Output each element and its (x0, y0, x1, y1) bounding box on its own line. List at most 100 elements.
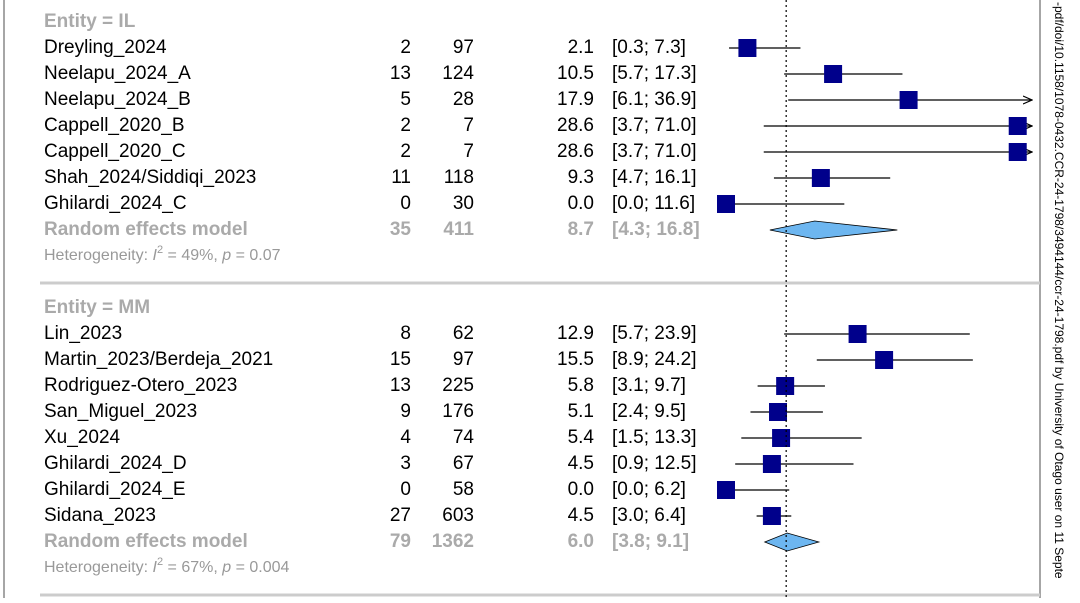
estimate: 5.4 (568, 427, 595, 448)
total: 97 (453, 37, 474, 58)
estimate: 15.5 (557, 349, 594, 370)
heterogeneity-part: Heterogeneity: (44, 559, 153, 576)
study-name: Xu_2024 (44, 427, 121, 448)
point-square (762, 507, 781, 525)
point-square (769, 403, 788, 421)
total: 97 (453, 349, 474, 370)
study-name: Cappell_2020_C (44, 141, 186, 162)
pooled-label: Random effects model (44, 531, 248, 552)
point-square (717, 481, 735, 499)
heterogeneity-part: 2 (157, 556, 163, 568)
pooled-ci: [4.3; 16.8] (612, 219, 700, 240)
ci-label: [3.7; 71.0] (612, 141, 697, 162)
pooled-estimate: 6.0 (568, 531, 594, 552)
events: 2 (400, 141, 411, 162)
pooled-estimate: 8.7 (568, 219, 594, 240)
heterogeneity-part: = 0.004 (231, 559, 289, 576)
ci-label: [3.0; 6.4] (612, 505, 686, 526)
heterogeneity-part: Heterogeneity: (44, 247, 153, 264)
ci-label: [0.3; 7.3] (612, 37, 686, 58)
estimate: 0.0 (568, 193, 594, 214)
point-square (899, 91, 918, 109)
ci-label: [2.4; 9.5] (612, 401, 686, 422)
estimate: 5.1 (568, 401, 594, 422)
study-name: Neelapu_2024_B (44, 89, 191, 110)
ci-label: [8.9; 24.2] (612, 349, 697, 370)
ci-label: [0.9; 12.5] (612, 453, 697, 474)
pooled-total: 1362 (432, 531, 474, 552)
heterogeneity-part: 2 (157, 244, 163, 256)
ci-label: [5.7; 23.9] (612, 323, 697, 344)
heterogeneity-part: p (221, 247, 231, 264)
study-name: San_Miguel_2023 (44, 401, 197, 422)
heterogeneity: Heterogeneity: I2 = 67%, p = 0.004 (44, 556, 290, 576)
total: 67 (453, 453, 474, 474)
events: 5 (400, 89, 411, 110)
heterogeneity-part: = 0.07 (231, 247, 280, 264)
events: 11 (391, 167, 411, 188)
point-square (875, 351, 894, 369)
events: 4 (400, 427, 411, 448)
point-square (848, 325, 867, 343)
study-name: Neelapu_2024_A (44, 63, 191, 84)
events: 0 (400, 193, 411, 214)
pooled-total: 411 (443, 219, 474, 240)
events: 9 (400, 401, 411, 422)
heterogeneity: Heterogeneity: I2 = 49%, p = 0.07 (44, 244, 281, 264)
events: 8 (400, 323, 411, 344)
point-square (811, 169, 830, 187)
events: 2 (400, 37, 411, 58)
heterogeneity-part: I (153, 247, 158, 264)
ci-label: [3.7; 71.0] (612, 115, 697, 136)
point-square (738, 39, 757, 57)
pooled-label: Random effects model (44, 219, 248, 240)
study-name: Shah_2024/Siddiqi_2023 (44, 167, 256, 188)
estimate: 28.6 (557, 141, 594, 162)
total: 225 (442, 375, 474, 396)
events: 13 (390, 63, 411, 84)
pooled-ci: [3.8; 9.1] (612, 531, 689, 552)
study-name: Lin_2023 (44, 323, 122, 344)
point-square (1008, 117, 1027, 135)
total: 30 (453, 193, 474, 214)
heterogeneity-part: = 67%, (163, 559, 222, 576)
estimate: 4.5 (568, 505, 594, 526)
heterogeneity-part: I (153, 559, 158, 576)
study-name: Dreyling_2024 (44, 37, 167, 58)
events: 13 (390, 375, 411, 396)
estimate: 28.6 (557, 115, 594, 136)
point-square (772, 429, 791, 447)
estimate: 10.5 (557, 63, 594, 84)
ci-label: [0.0; 6.2] (612, 479, 686, 500)
study-name: Martin_2023/Berdeja_2021 (44, 349, 273, 370)
estimate: 17.9 (557, 89, 594, 110)
total: 124 (442, 63, 474, 84)
group-title: Entity = IL (44, 11, 136, 32)
pooled-events: 79 (390, 531, 411, 552)
heterogeneity-part: p (221, 559, 231, 576)
study-name: Rodriguez-Otero_2023 (44, 375, 237, 396)
events: 15 (390, 349, 411, 370)
ci-label: [0.0; 11.6] (612, 193, 695, 214)
estimate: 5.8 (568, 375, 594, 396)
ci-label: [1.5; 13.3] (612, 427, 697, 448)
events: 2 (400, 115, 411, 136)
ci-label: [3.1; 9.7] (612, 375, 686, 396)
estimate: 12.9 (557, 323, 594, 344)
total: 74 (453, 427, 475, 448)
total: 118 (444, 167, 474, 188)
total: 28 (453, 89, 474, 110)
estimate: 0.0 (568, 479, 594, 500)
total: 62 (453, 323, 474, 344)
estimate: 2.1 (568, 37, 594, 58)
point-square (776, 377, 795, 395)
point-square (762, 455, 781, 473)
group-title: Entity = MM (44, 297, 150, 318)
events: 0 (400, 479, 411, 500)
total: 7 (463, 115, 474, 136)
study-name: Cappell_2020_B (44, 115, 185, 136)
study-name: Ghilardi_2024_C (44, 193, 187, 214)
heterogeneity-part: = 49%, (163, 247, 222, 264)
study-name: Ghilardi_2024_E (44, 479, 186, 500)
